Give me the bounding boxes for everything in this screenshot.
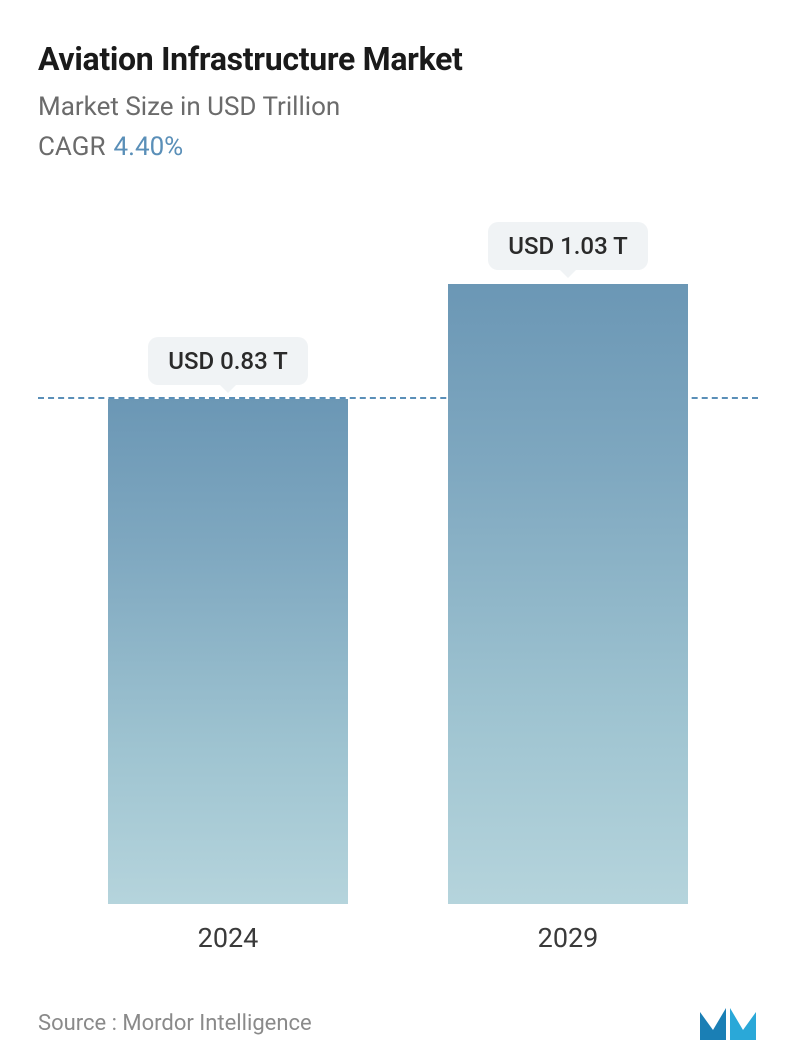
chart-area: USD 0.83 T USD 1.03 T <box>38 222 758 904</box>
chart-subtitle: Market Size in USD Trillion <box>38 92 758 122</box>
mordor-logo-icon <box>698 1004 758 1042</box>
x-axis-labels: 2024 2029 <box>38 904 758 954</box>
bar-0 <box>108 399 348 904</box>
chart-container: Aviation Infrastructure Market Market Si… <box>0 0 796 1034</box>
cagr-value: 4.40% <box>113 132 183 162</box>
footer: Source : Mordor Intelligence <box>38 994 758 1042</box>
bar-1 <box>448 284 688 904</box>
bar-group-0: USD 0.83 T <box>108 337 348 904</box>
x-label-1: 2029 <box>448 922 688 954</box>
bar-group-1: USD 1.03 T <box>448 222 688 904</box>
cagr-row: CAGR 4.40% <box>38 132 758 162</box>
bar-value-label-1: USD 1.03 T <box>488 222 648 270</box>
chart-title: Aviation Infrastructure Market <box>38 40 758 78</box>
bar-value-label-0: USD 0.83 T <box>148 337 308 385</box>
cagr-label: CAGR <box>38 132 105 162</box>
source-text: Source : Mordor Intelligence <box>38 1011 312 1036</box>
x-label-0: 2024 <box>108 922 348 954</box>
